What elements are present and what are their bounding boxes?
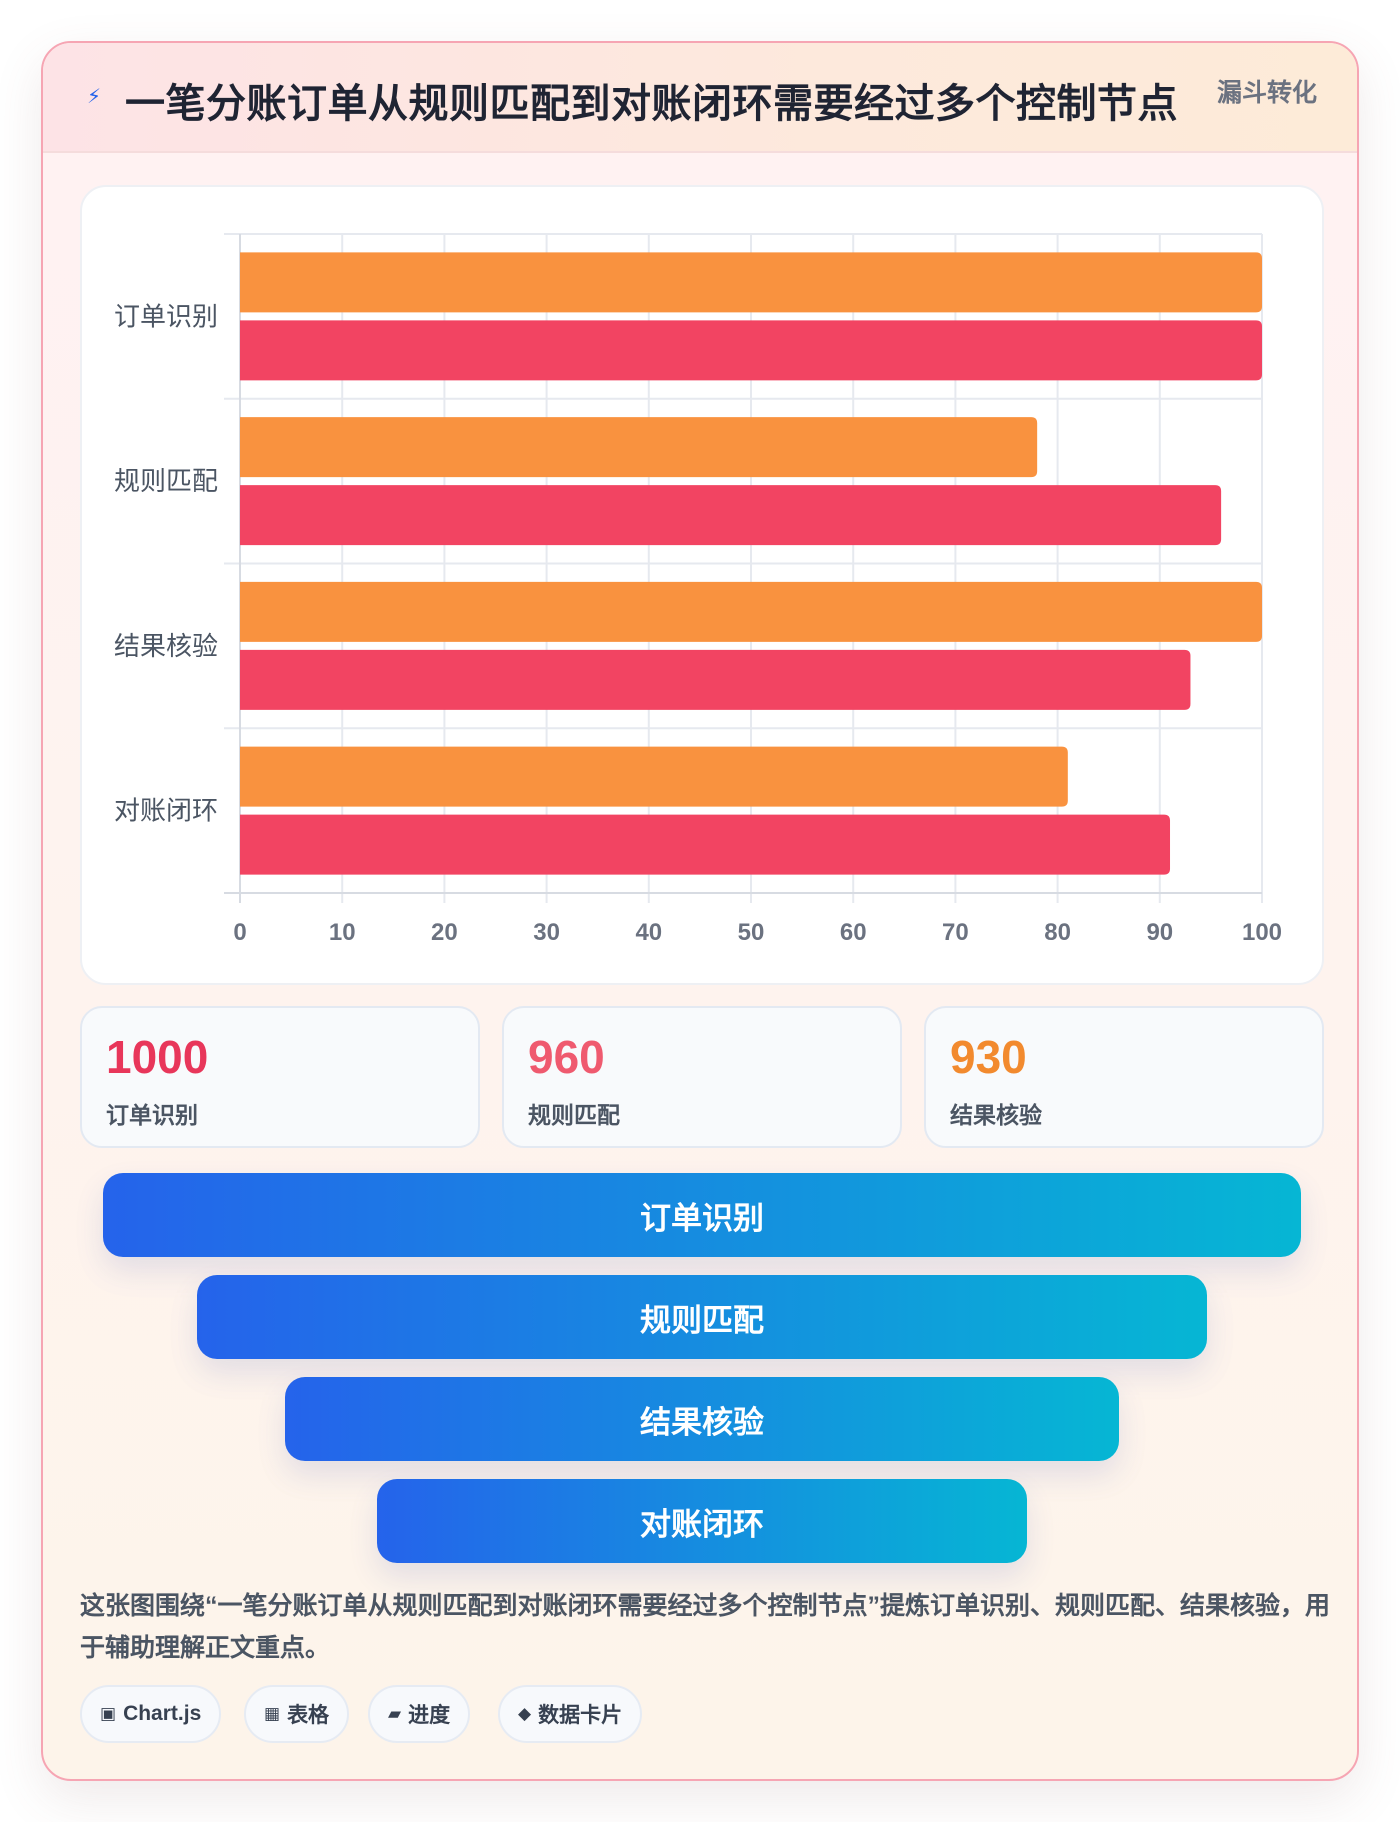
- stat-label: 订单识别: [106, 1102, 198, 1128]
- stat-value: 930: [950, 1031, 1027, 1083]
- chart-description: 这张图围绕“一笔分账订单从规则匹配到对账闭环需要经过多个控制节点”提炼订单识别、…: [80, 1592, 1331, 1662]
- funnel-stage: 订单识别: [103, 1173, 1301, 1257]
- diamond-icon: ◆: [518, 1704, 532, 1723]
- y-category-label: 结果核验: [114, 632, 218, 662]
- funnel-stage: 结果核验: [285, 1377, 1119, 1461]
- progress-icon: ▰: [388, 1704, 402, 1723]
- bar: [240, 814, 1171, 875]
- card-header: ⚡ 一笔分账订单从规则匹配到对账闭环需要经过多个控制节点 漏斗转化: [43, 43, 1357, 153]
- chip-data-card: ◆ 数据卡片: [498, 1685, 643, 1743]
- stat-card: 1000 订单识别: [80, 1006, 480, 1148]
- stat-label: 规则匹配: [528, 1102, 620, 1128]
- chart-type-tag: 漏斗转化: [1216, 79, 1317, 107]
- x-tick-label: 10: [329, 919, 356, 946]
- bar: [240, 417, 1038, 478]
- chart-card: ⚡ 一笔分账订单从规则匹配到对账闭环需要经过多个控制节点 漏斗转化 0 10 20 3…: [41, 41, 1359, 1781]
- stat-cards: 1000 订单识别 960 规则匹配 930 结果核验: [80, 1006, 1324, 1148]
- x-tick-label: 100: [1242, 919, 1282, 946]
- stat-value: 1000: [106, 1031, 209, 1083]
- bar-chart-panel: 0 10 20 30 40 50 60 70 80 90 100 订单识别规则匹配结果核验对账闭环: [80, 185, 1324, 985]
- chip-label: Chart.js: [123, 1702, 202, 1725]
- y-category-label: 对账闭环: [114, 797, 218, 827]
- y-category-label: 订单识别: [114, 302, 218, 332]
- chart-icon: ▣: [100, 1704, 117, 1723]
- lightning-icon: ⚡: [87, 86, 102, 108]
- x-tick-label: 0: [233, 919, 246, 946]
- x-tick-label: 60: [840, 919, 867, 946]
- bar: [240, 649, 1191, 710]
- bar: [240, 746, 1068, 807]
- x-tick-label: 50: [738, 919, 765, 946]
- y-category-label: 规则匹配: [114, 467, 218, 497]
- bar: [240, 581, 1262, 642]
- x-tick-label: 90: [1146, 919, 1173, 946]
- chip-label: 表格: [287, 1704, 330, 1727]
- stat-card: 930 结果核验: [924, 1006, 1324, 1148]
- x-tick-label: 80: [1044, 919, 1071, 946]
- stat-label: 结果核验: [950, 1102, 1042, 1128]
- funnel: 订单识别 规则匹配 结果核验 对账闭环: [43, 43, 1357, 1779]
- stat-value: 960: [528, 1031, 605, 1083]
- chip-progress: ▰ 进度: [368, 1685, 471, 1743]
- chip-chartjs: ▣ Chart.js: [80, 1685, 222, 1743]
- x-tick-label: 40: [635, 919, 662, 946]
- bar: [240, 252, 1262, 313]
- x-tick-label: 20: [431, 919, 458, 946]
- chip-label: 数据卡片: [538, 1704, 623, 1727]
- bar: [240, 320, 1262, 381]
- funnel-stage: 规则匹配: [197, 1275, 1207, 1359]
- page-title: 一笔分账订单从规则匹配到对账闭环需要经过多个控制节点: [125, 82, 1178, 126]
- funnel-stage: 对账闭环: [377, 1479, 1027, 1563]
- stat-card: 960 规则匹配: [502, 1006, 902, 1148]
- table-icon: ▦: [264, 1704, 281, 1723]
- chip-label: 进度: [408, 1704, 451, 1727]
- bar: [240, 485, 1222, 546]
- x-tick-label: 70: [942, 919, 969, 946]
- x-tick-label: 30: [533, 919, 560, 946]
- chip-table: ▦ 表格: [244, 1685, 350, 1743]
